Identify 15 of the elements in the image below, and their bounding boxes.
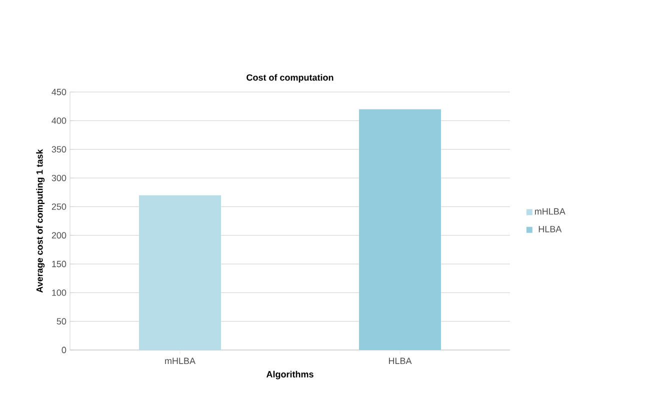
y-tick-label: 0 (62, 346, 66, 354)
y-tick-label: 250 (52, 203, 66, 210)
y-tick-label: 350 (52, 146, 66, 153)
y-axis-title: Average cost of computing 1 task (36, 149, 45, 293)
legend-label: HLBA (538, 226, 562, 232)
x-axis-title: Algorithms (266, 370, 314, 380)
y-tick-label: 300 (52, 174, 66, 182)
y-tick-label: 100 (52, 289, 66, 296)
y-tick-label: 200 (52, 232, 66, 239)
chart-title: Cost of computation (246, 74, 334, 82)
y-tick-label: 150 (52, 260, 66, 268)
y-tick-label: 50 (56, 318, 66, 325)
y-tick-label: 400 (52, 117, 66, 124)
legend-label: mHLBA (535, 208, 566, 215)
y-tick-label: 450 (52, 88, 66, 96)
